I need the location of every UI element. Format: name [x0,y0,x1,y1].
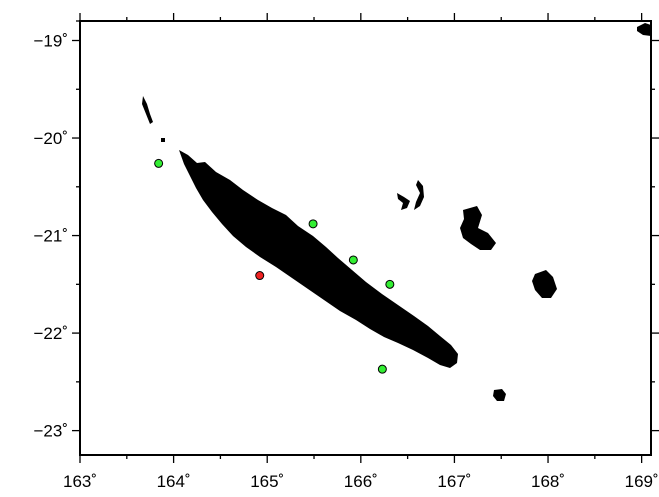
axis-tick-labels: 163˚ 164˚ 165˚ 166˚ 167˚ 168˚ 169˚ −19˚ −20˚ −21˚… [34,32,659,491]
y-tick-label: −22˚ [34,324,69,343]
northern-islet [142,96,153,124]
station-marker [385,279,395,289]
ouvea-island-arc [414,180,424,210]
x-tick-label: 167˚ [437,472,471,491]
x-tick-label: 166˚ [344,472,378,491]
x-tick-label: 168˚ [531,472,565,491]
station-markers [154,158,395,374]
map-frame [79,20,652,456]
grande-terre-island [179,150,458,368]
x-tick-label: 169˚ [625,472,659,491]
landmass-layer [142,23,651,401]
isle-of-pines [493,389,506,401]
station-marker [348,255,358,265]
station-marker [308,219,318,229]
northern-islet-dot [161,138,165,142]
ouvea-island [397,193,410,210]
highlight-station-marker [255,271,265,281]
y-tick-label: −20˚ [34,129,69,148]
y-tick-label: −21˚ [34,227,69,246]
y-tick-label: −19˚ [34,32,69,51]
axis-ticks [72,13,659,463]
x-tick-label: 164˚ [157,472,191,491]
station-marker [377,364,387,374]
northeast-corner-island [637,23,651,36]
mare-island [532,270,557,298]
x-tick-label: 165˚ [250,472,284,491]
lifou-island [460,206,496,250]
y-tick-label: −23˚ [34,422,69,441]
x-tick-label: 163˚ [63,472,97,491]
station-marker [154,158,164,168]
